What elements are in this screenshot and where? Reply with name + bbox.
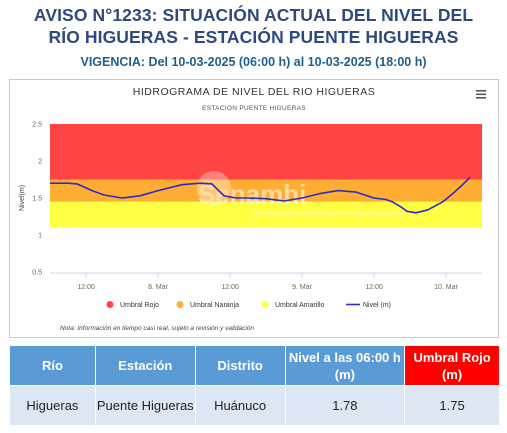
threshold-band-0 xyxy=(50,124,482,180)
cell-rio: Higueras xyxy=(9,385,96,426)
x-tick-label-3: 9. Mar xyxy=(292,284,313,291)
summary-table: Río Estación Distrito Nivel a las 06:00 … xyxy=(9,345,500,426)
legend-label-1: Umbral Naranja xyxy=(190,302,239,309)
legend-label-3: Nivel (m) xyxy=(363,302,391,309)
watermark-brand: Senamhi xyxy=(198,179,306,209)
cell-umbral-rojo: 1.75 xyxy=(404,385,500,426)
table-header-row: Río Estación Distrito Nivel a las 06:00 … xyxy=(9,345,500,386)
chart-svg: HIDROGRAMA DE NIVEL DEL RIO HIGUERAS EST… xyxy=(19,86,487,332)
hydrograph-chart: HIDROGRAMA DE NIVEL DEL RIO HIGUERAS EST… xyxy=(9,79,499,338)
watermark: Senamhi SERVICIO NACIONAL DE METEOROLOGÍ… xyxy=(197,171,403,216)
header-estacion: Estación xyxy=(94,345,196,386)
chart-legend: Umbral Rojo Umbral Naranja Umbral Amarillo… xyxy=(106,301,391,309)
x-tick-label-0: 12:00 xyxy=(77,284,95,291)
threshold-bands xyxy=(50,124,482,228)
x-tick-label-2: 12:00 xyxy=(221,284,239,291)
y-axis: 0.5 1 1.5 2 2.5 xyxy=(32,122,42,277)
cell-distrito: Huánuco xyxy=(194,385,286,426)
series-layer xyxy=(50,176,471,214)
x-tick-label-5: 10. Mar xyxy=(434,284,458,291)
header-distrito: Distrito xyxy=(194,345,286,386)
legend-symbol-1 xyxy=(176,301,184,308)
chart-menu-icon[interactable] xyxy=(473,88,487,100)
threshold-band-2 xyxy=(50,201,482,228)
y-axis-title: Nivel(m) xyxy=(19,185,26,211)
header-umbral-rojo: Umbral Rojo (m) xyxy=(404,345,500,386)
cell-nivel: 1.78 xyxy=(284,385,406,426)
legend-label-2: Umbral Amarillo xyxy=(275,302,325,309)
y-tick-label-0: 0.5 xyxy=(32,270,42,277)
page-title-line-1: AVISO N°1233: SITUACIÓN ACTUAL DEL NIVEL… xyxy=(33,5,474,25)
legend-symbol-2 xyxy=(261,301,269,308)
page-title-line-2: RÍO HIGUERAS - ESTACIÓN PUENTE HIGUERAS xyxy=(48,27,459,47)
legend-label-0: Umbral Rojo xyxy=(120,302,159,309)
y-tick-label-3: 2 xyxy=(38,159,42,166)
table-row: Higueras Puente Higueras Huánuco 1.78 1.… xyxy=(9,385,500,426)
y-tick-label-4: 2.5 xyxy=(32,122,42,129)
x-tick-label-1: 8. Mar xyxy=(148,284,169,291)
chart-title: HIDROGRAMA DE NIVEL DEL RIO HIGUERAS xyxy=(133,86,375,98)
y-tick-label-1: 1 xyxy=(38,233,42,240)
chart-note: Nota: Información en tiempo casi real, s… xyxy=(60,325,254,332)
y-tick-label-2: 1.5 xyxy=(32,196,42,203)
legend-symbol-0 xyxy=(106,301,114,308)
threshold-band-1 xyxy=(50,179,482,202)
validity-period: VIGENCIA: Del 10-03-2025 (06:00 h) al 10… xyxy=(80,55,427,69)
chart-subtitle: ESTACION PUENTE HIGUERAS xyxy=(202,105,306,112)
cell-estacion: Puente Higueras xyxy=(94,385,196,426)
x-tick-label-4: 12:00 xyxy=(365,284,383,291)
header-rio: Río xyxy=(9,345,96,386)
header: AVISO N°1233: SITUACIÓN ACTUAL DEL NIVEL… xyxy=(0,4,507,69)
watermark-tagline: SERVICIO NACIONAL DE METEOROLOGÍA E HIDR… xyxy=(253,209,403,216)
header-nivel: Nivel a las 06:00 h (m) xyxy=(284,345,406,386)
series-line-0 xyxy=(50,176,471,214)
